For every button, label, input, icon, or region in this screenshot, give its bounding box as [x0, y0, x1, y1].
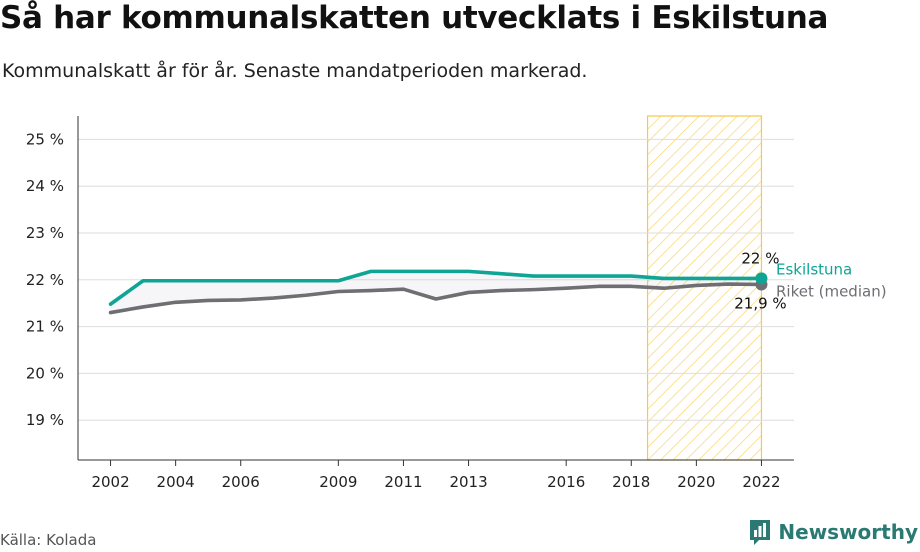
x-tick-label: 2018 [612, 473, 650, 491]
x-tick-label: 2002 [91, 473, 129, 491]
x-tick-label: 2020 [677, 473, 715, 491]
x-tick-label: 2022 [742, 473, 780, 491]
end-value-label: 22 % [741, 249, 779, 267]
y-tick-label: 21 % [26, 318, 64, 336]
series-line-riket-median [108, 282, 764, 315]
series-label: Riket (median) [776, 282, 887, 300]
x-tick-label: 2009 [319, 473, 357, 491]
x-tick-label: 2013 [449, 473, 487, 491]
x-tick-label: 2016 [547, 473, 585, 491]
source-note: Källa: Kolada [0, 531, 97, 549]
bar-chart-speech-bubble-icon [750, 520, 771, 545]
y-tick-label: 25 % [26, 130, 64, 148]
x-tick-label: 2011 [384, 473, 422, 491]
y-tick-label: 19 % [26, 411, 64, 429]
series-label: Eskilstuna [776, 260, 852, 278]
chart-subtitle: Kommunalskatt år för år. Senaste mandatp… [2, 60, 588, 82]
y-tick-label: 20 % [26, 364, 64, 382]
brand-name: Newsworthy [778, 520, 918, 544]
end-value-label: 21,9 % [734, 294, 786, 312]
series-line-eskilstuna [108, 269, 764, 306]
y-tick-label: 23 % [26, 224, 64, 242]
end-point-eskilstuna [755, 272, 768, 285]
x-tick-label: 2006 [222, 473, 260, 491]
y-tick-label: 24 % [26, 177, 64, 195]
chart-title: Så har kommunalskatten utvecklats i Eski… [0, 0, 829, 36]
x-tick-label: 2004 [157, 473, 195, 491]
y-tick-label: 22 % [26, 271, 64, 289]
line-chart: 19 % 20 % 21 % 22 % 23 % 24 % 25 % 2002 2004 200… [26, 115, 887, 491]
brand-logo: Newsworthy [748, 518, 918, 546]
